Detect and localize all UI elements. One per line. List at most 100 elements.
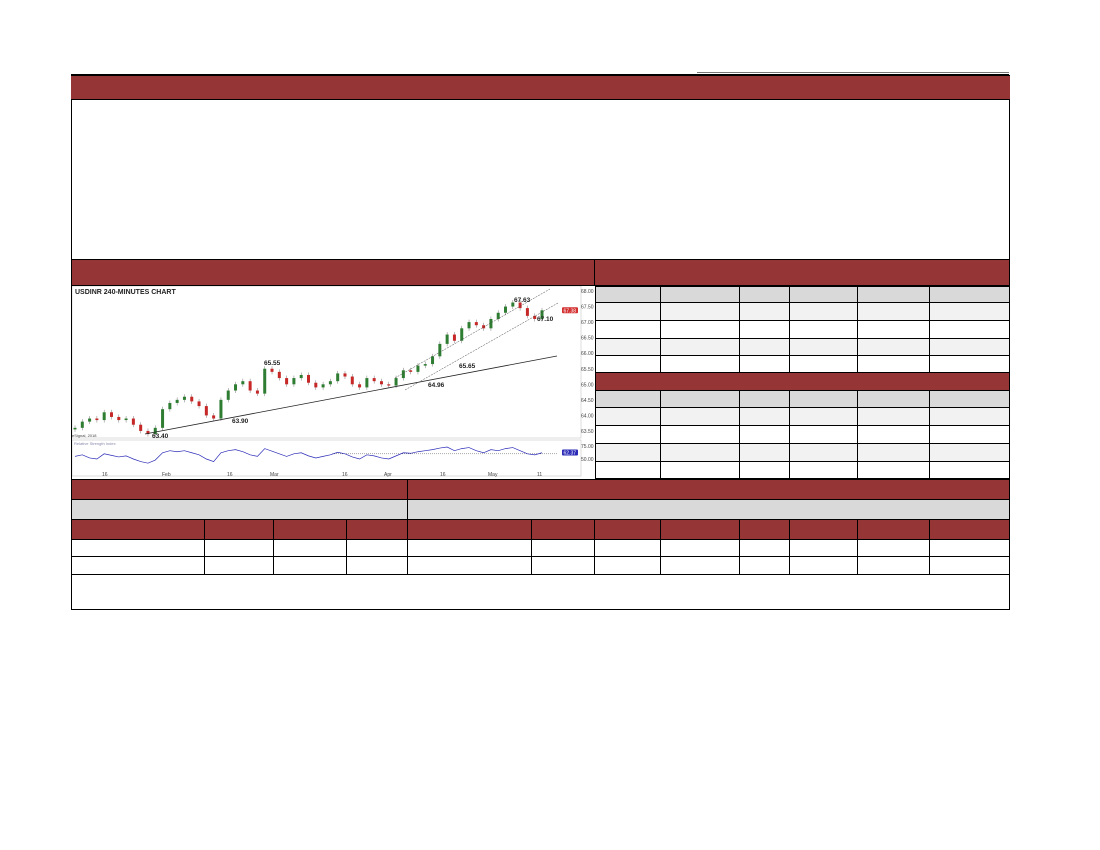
chart-section-header — [71, 259, 595, 286]
price-annotation: 63.90 — [232, 418, 249, 425]
bottom-table-r0-c1 — [204, 519, 274, 540]
price-tick: 68.00 — [581, 289, 594, 295]
bottom-table-r2-c11 — [929, 556, 1010, 575]
candle-body — [518, 302, 522, 309]
candle-body — [270, 368, 274, 372]
rsi-line — [74, 446, 543, 464]
levels-table-b-r0-c2 — [739, 390, 790, 408]
levels-table-a-r2-c3 — [789, 320, 858, 339]
price-tick: 66.50 — [581, 336, 594, 342]
levels-table-a-r0-c4 — [857, 286, 930, 303]
levels-table-b-r0-c4 — [857, 390, 930, 408]
candle-body — [131, 418, 135, 425]
candle-body — [343, 373, 347, 377]
bottom-table-r0-c11 — [929, 519, 1010, 540]
bottom-table-r2-c0 — [71, 556, 205, 575]
candle-body — [350, 376, 354, 385]
bottom-table-r1-c0 — [71, 539, 205, 557]
bottom-table-r2-c3 — [346, 556, 408, 575]
candle-body — [379, 381, 383, 385]
levels-table-b-r2-c0 — [595, 425, 661, 444]
candle-body — [394, 378, 398, 386]
candle-body — [496, 312, 500, 319]
bottom-table-r0-c6 — [594, 519, 661, 540]
candle-body — [88, 418, 92, 422]
candle-body — [445, 334, 449, 344]
price-annotation: 63.40 — [152, 433, 169, 440]
candle-body — [161, 409, 165, 428]
candle-body — [248, 381, 252, 391]
levels-table-a-r3-c0 — [595, 338, 661, 356]
levels-table-a-r4-c1 — [660, 355, 740, 373]
bottom-table-r0-c9 — [789, 519, 858, 540]
candle-body — [314, 382, 318, 388]
rsi-tick: 50.00 — [581, 457, 594, 463]
candle-body — [263, 368, 267, 394]
candle-body — [504, 306, 508, 313]
rsi-badge-bg — [562, 449, 578, 456]
bottom-left-header — [71, 479, 408, 500]
bottom-table-r0-c5 — [531, 519, 595, 540]
candle-body — [80, 421, 84, 428]
levels-table-b-r3-c3 — [789, 443, 858, 462]
levels-table-b-r0-c3 — [789, 390, 858, 408]
last-price-badge-bg — [562, 307, 578, 314]
bottom-right-subheader — [407, 499, 1010, 520]
levels-table-a-r1-c2 — [739, 302, 790, 321]
levels-table-a-r4-c3 — [789, 355, 858, 373]
levels-table-b-r4-c3 — [789, 461, 858, 479]
time-axis-label: May — [488, 472, 498, 478]
bottom-table-r2-c6 — [594, 556, 661, 575]
candle-body — [124, 418, 128, 421]
levels-table-a-r4-c5 — [929, 355, 1010, 373]
candle-body — [277, 371, 281, 379]
bottom-table-r1-c2 — [273, 539, 347, 557]
notes-area — [71, 574, 1010, 610]
chart-title: USDINR 240-MINUTES CHART — [75, 289, 176, 296]
levels-table-a-r0-c3 — [789, 286, 858, 303]
levels-table-b-r1-c3 — [789, 407, 858, 426]
time-axis-label: 11 — [537, 472, 542, 478]
rsi-badge: 62.37 — [564, 451, 577, 457]
bottom-left-subheader — [71, 499, 408, 520]
rsi-label: Relative Strength Index — [74, 441, 116, 446]
bottom-table-r2-c1 — [204, 556, 274, 575]
bottom-table-r1-c5 — [531, 539, 595, 557]
levels-table-b-r1-c4 — [857, 407, 930, 426]
time-axis-label: Apr — [384, 472, 392, 478]
price-tick: 67.50 — [581, 305, 594, 311]
candle-body — [190, 396, 194, 402]
candle-body — [336, 373, 340, 382]
levels-table-b-r2-c1 — [660, 425, 740, 444]
price-tick: 65.50 — [581, 367, 594, 373]
candle-body — [525, 308, 529, 316]
candle-body — [182, 396, 186, 400]
bottom-table-r0-c2 — [273, 519, 347, 540]
candle-body — [474, 322, 478, 326]
levels-table-a-r1-c0 — [595, 302, 661, 321]
levels-table-a-r0-c5 — [929, 286, 1010, 303]
candle-body — [197, 401, 201, 407]
levels-table-a-r2-c5 — [929, 320, 1010, 339]
last-price-badge: 67.38 — [564, 308, 577, 314]
price-annotation: 65.55 — [264, 360, 281, 367]
levels-table-a-r4-c0 — [595, 355, 661, 373]
time-axis-label: 16 — [227, 472, 233, 478]
candle-body — [219, 399, 223, 419]
bottom-table-r2-c10 — [857, 556, 930, 575]
levels-table-b-r3-c5 — [929, 443, 1010, 462]
bottom-table-r2-c4 — [407, 556, 532, 575]
levels-table-a-r3-c4 — [857, 338, 930, 356]
candle-body — [321, 384, 325, 388]
levels-table-a-r2-c1 — [660, 320, 740, 339]
candle-body — [153, 427, 157, 435]
usdinr-chart: USDINR 240-MINUTES CHART 68.00 67.50 67.00… — [72, 286, 594, 478]
report-header-band — [71, 76, 1010, 100]
levels-table-a-r4-c2 — [739, 355, 790, 373]
bottom-table-r1-c3 — [346, 539, 408, 557]
levels-table-a-r3-c3 — [789, 338, 858, 356]
bottom-table-r1-c4 — [407, 539, 532, 557]
candle-body — [292, 378, 296, 385]
levels-table-b-r1-c1 — [660, 407, 740, 426]
bottom-table-r0-c7 — [660, 519, 740, 540]
